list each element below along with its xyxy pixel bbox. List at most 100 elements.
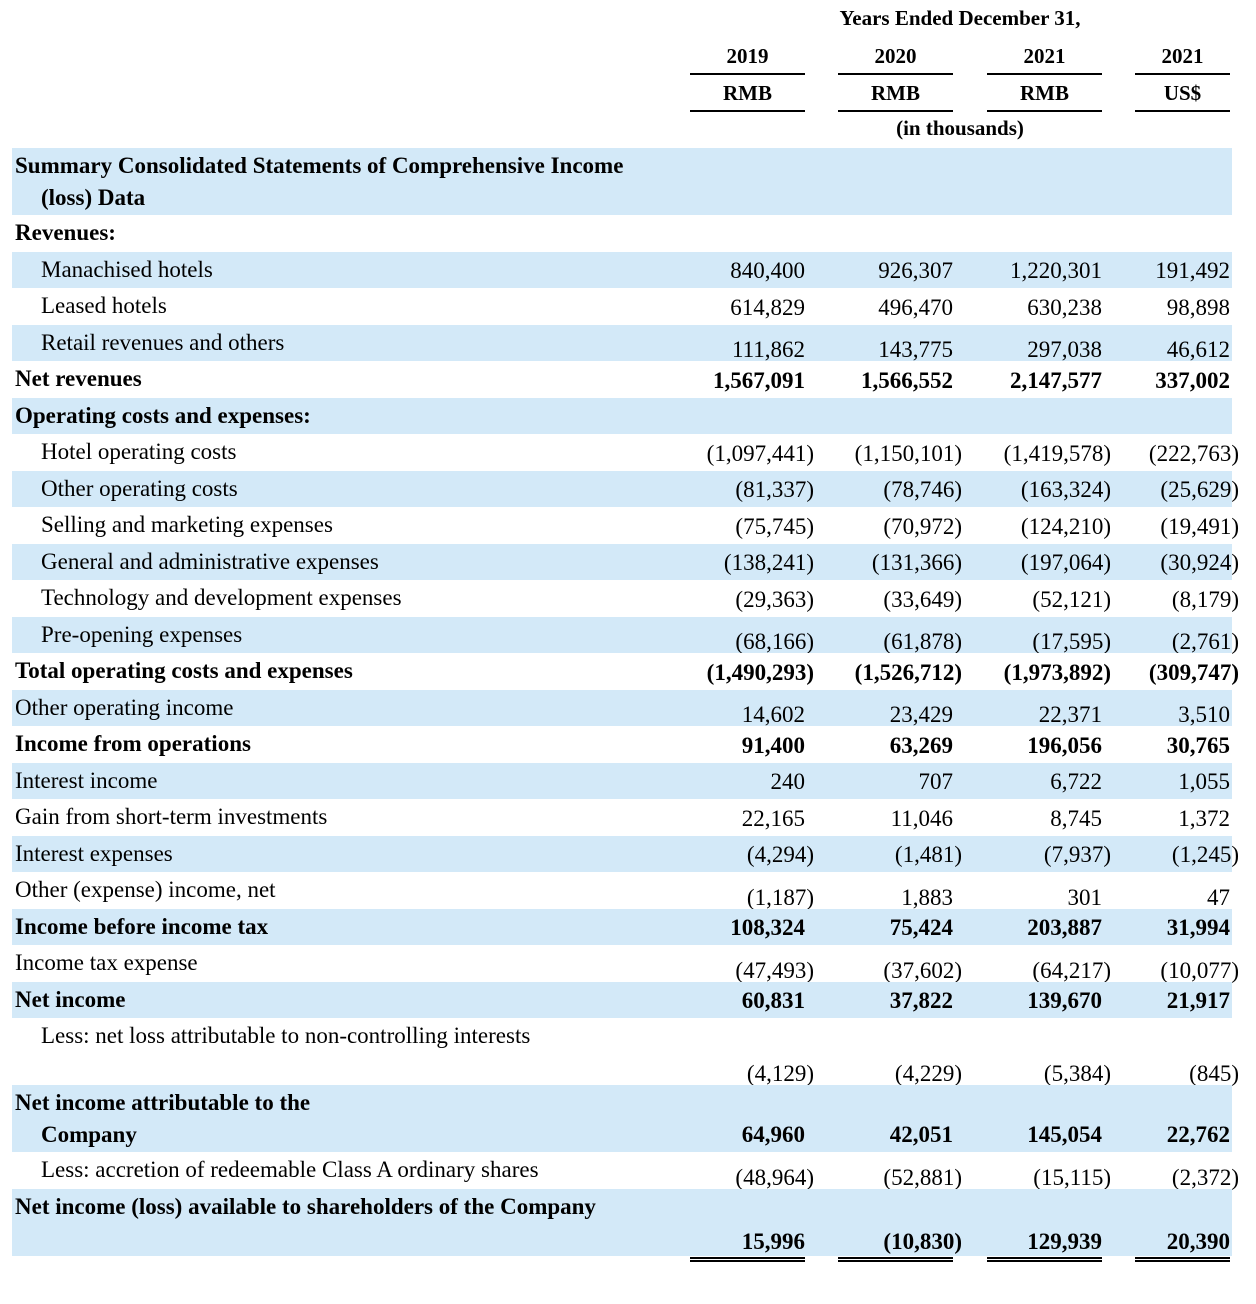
value-cell: 1,055 [1135, 767, 1230, 797]
row-label: Income before income tax [15, 913, 269, 939]
value: 1,055 [1178, 769, 1230, 794]
table-row: Other operating income 14,602 23,429 22,371… [12, 689, 1232, 732]
value: (1,150,101) [854, 440, 962, 466]
value-cell: (138,241) [690, 548, 814, 578]
table-row: Leased hotels 614,829 496,470 630,238 98,898 [12, 288, 1232, 325]
row-label: Hotel operating costs [41, 439, 237, 464]
table-row: Pre-opening expenses (68,166) (61,878) (17,… [12, 616, 1239, 659]
value: 31,994 [1166, 915, 1230, 940]
value-cell: 145,054 [987, 1120, 1102, 1150]
column-currency: RMB [838, 81, 953, 112]
value: 191,492 [1155, 258, 1230, 283]
value: (19,491) [1160, 513, 1239, 539]
value: 203,887 [1027, 915, 1102, 940]
value-cell: (81,337) [690, 475, 814, 505]
table-row: Selling and marketing expenses (75,745) (7… [12, 507, 1239, 544]
value-cell: 63,269 [838, 731, 953, 761]
value: 63,269 [889, 732, 953, 758]
row-label: Less: net loss attributable to non-contr… [41, 1023, 531, 1048]
value: 46,612 [1166, 337, 1230, 362]
column-currency: RMB [690, 81, 805, 112]
column-year: 2020 [838, 44, 953, 75]
value: 630,238 [1027, 294, 1102, 320]
value: 20,390 [1166, 1228, 1230, 1254]
table-row: Income tax expense (47,493) (37,602) (64,21… [12, 945, 1239, 988]
value-cell: (70,972) [838, 512, 962, 542]
row-label: Summary Consolidated Statements of Compr… [15, 153, 624, 210]
value-cell: (131,366) [838, 548, 962, 578]
value-cell: (25,629) [1135, 475, 1239, 505]
value: 42,051 [889, 1122, 953, 1147]
value: 707 [918, 769, 954, 794]
value: 21,917 [1166, 988, 1230, 1013]
value-cell: (197,064) [987, 548, 1111, 578]
value-cell: 139,670 [987, 986, 1102, 1016]
value-cell: 21,917 [1135, 986, 1230, 1016]
value-cell: (124,210) [987, 512, 1111, 542]
table-row: Manachised hotels 840,400 926,307 1,220,301… [12, 251, 1232, 288]
value-cell: (1,490,293) [690, 658, 814, 688]
table-row: Gain from short-term investments 22,165 11… [12, 799, 1232, 836]
table-row: Total operating costs and expenses (1,490… [12, 653, 1239, 690]
value: 64,960 [741, 1122, 805, 1147]
row-label: Interest income [15, 767, 158, 793]
table-row: Interest income 240 707 6,722 1,055 [12, 762, 1232, 799]
row-label: Retail revenues and others [41, 329, 285, 355]
value: (52,121) [1032, 586, 1111, 612]
table-row: Net income (loss) available to sharehold… [12, 1188, 1232, 1262]
value-cell: (1,245) [1135, 840, 1239, 870]
value-cell: (30,924) [1135, 548, 1239, 578]
value: (61,878) [883, 629, 962, 654]
value: (17,595) [1032, 629, 1111, 654]
value: (197,064) [1020, 550, 1111, 575]
value: 3,510 [1178, 702, 1230, 727]
value-cell: (52,121) [987, 585, 1111, 615]
value-cell: 926,307 [838, 256, 953, 286]
value-cell: 496,470 [838, 293, 953, 323]
row-label: Revenues: [15, 220, 116, 245]
value-cell: (1,419,578) [987, 439, 1111, 469]
value: (8,179) [1171, 586, 1239, 612]
table-row: Summary Consolidated Statements of Compr… [12, 148, 1232, 215]
value-cell: (1,150,101) [838, 439, 962, 469]
value: (1,187) [746, 884, 814, 910]
value: (78,746) [883, 477, 962, 502]
value: (4,129) [746, 1061, 814, 1086]
value: (75,745) [735, 513, 814, 539]
value-cell: 614,829 [690, 293, 805, 323]
value-cell: 630,238 [987, 293, 1102, 323]
value: (131,366) [871, 550, 962, 575]
value: (47,493) [735, 957, 814, 983]
table-row: Retail revenues and others 111,862 143,775… [12, 324, 1232, 367]
value: (81,337) [735, 477, 814, 502]
value: (1,245) [1171, 842, 1239, 867]
column-year: 2021 [987, 44, 1102, 75]
value-cell: 196,056 [987, 731, 1102, 761]
value: (10,077) [1160, 957, 1239, 983]
table-row: Operating costs and expenses: [12, 397, 1232, 434]
value: (222,763) [1148, 440, 1239, 466]
value-cell: (163,324) [987, 475, 1111, 505]
table-row: Income before income tax 108,324 75,424 203… [12, 908, 1232, 945]
value: 108,324 [730, 915, 805, 940]
value: 301 [1067, 884, 1103, 910]
table-row: Other (expense) income, net (1,187) 1,883 3… [12, 872, 1232, 915]
table-row: General and administrative expenses (138,… [12, 543, 1239, 580]
value: 139,670 [1027, 988, 1102, 1013]
value: (845) [1189, 1061, 1239, 1086]
value: (4,294) [746, 842, 814, 867]
unit-note: (in thousands) [896, 116, 1024, 140]
value-cell: (1,973,892) [987, 658, 1111, 688]
table-row: Net income attributable to the Company 64… [12, 1085, 1232, 1152]
value-cell: (75,745) [690, 512, 814, 542]
value: 840,400 [730, 258, 805, 283]
value: 1,567,091 [713, 367, 805, 393]
value-cell: 22,165 [690, 804, 805, 834]
value: (7,937) [1043, 842, 1111, 867]
value: (5,384) [1043, 1061, 1111, 1086]
column-year: 2019 [690, 44, 805, 75]
value-cell: 60,831 [690, 986, 805, 1016]
value: 240 [770, 769, 806, 794]
value-cell: 11,046 [838, 804, 953, 834]
value-cell: (1,481) [838, 840, 962, 870]
